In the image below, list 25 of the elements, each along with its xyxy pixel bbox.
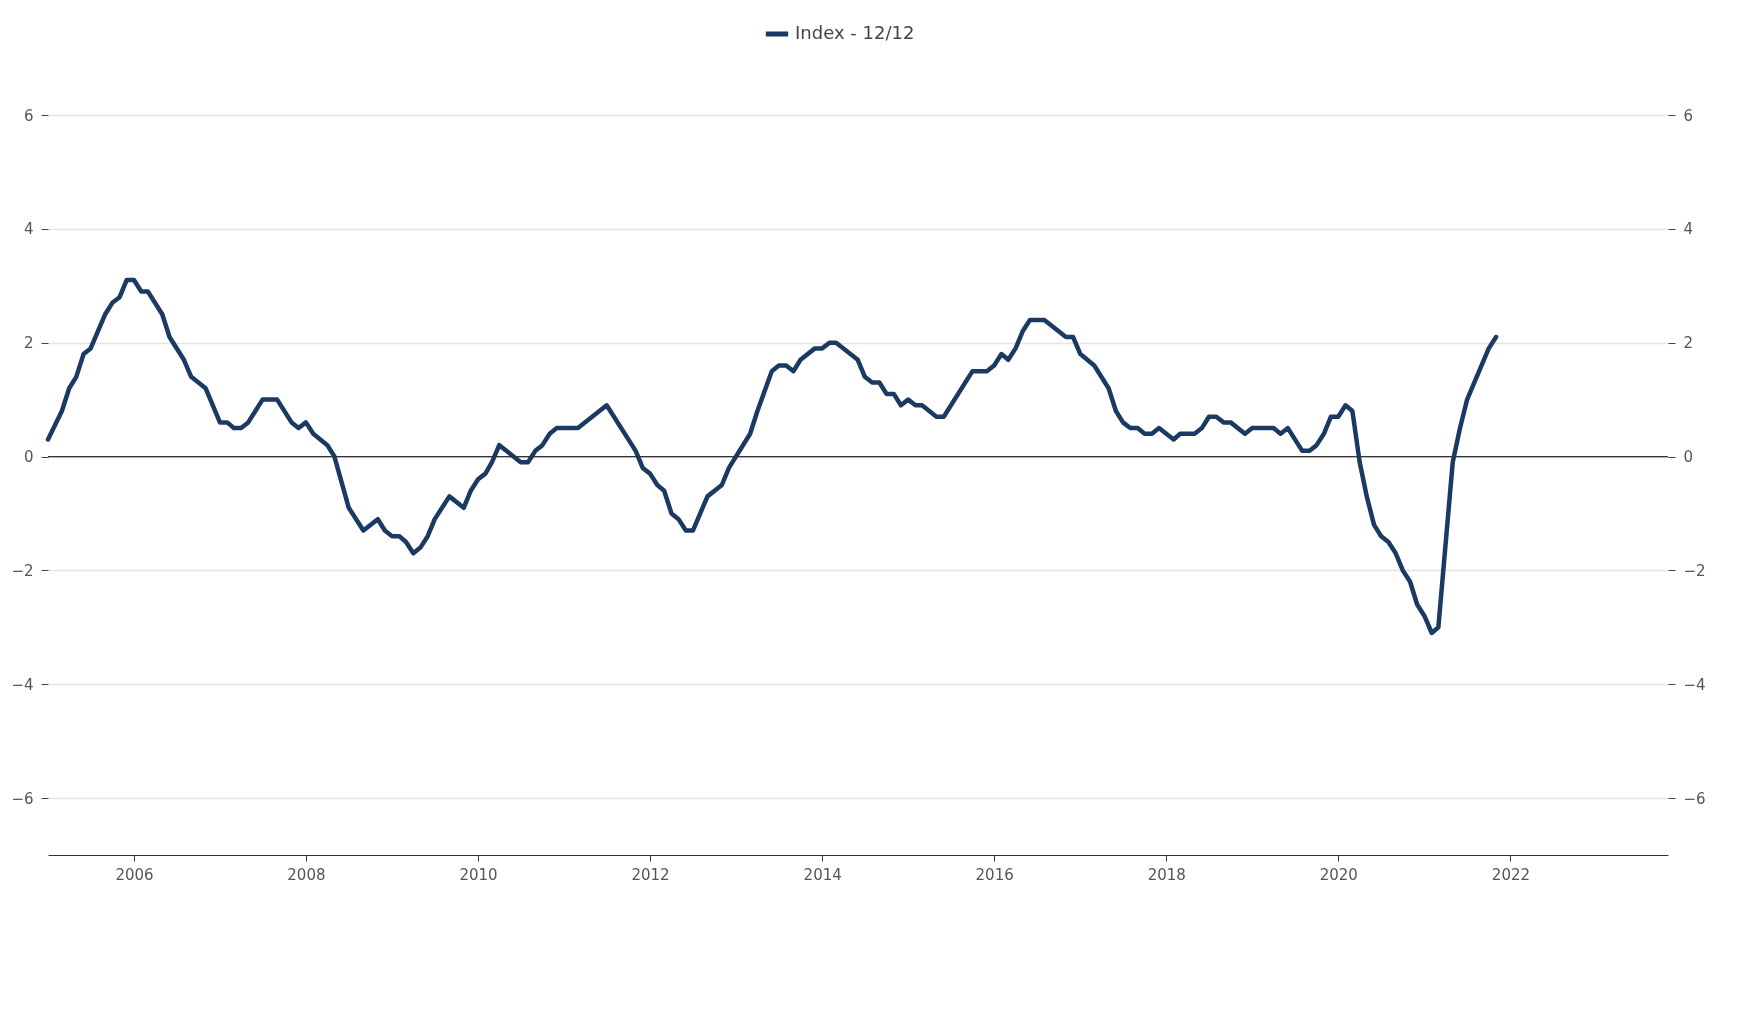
x-tick-label: 2018: [1147, 865, 1186, 884]
x-tick-label: 2006: [115, 865, 154, 884]
x-tick-label: 2016: [975, 865, 1014, 884]
y2-tick-label: −2: [1683, 561, 1706, 580]
x-tick-label: 2010: [459, 865, 498, 884]
x-tick-label: 2008: [287, 865, 326, 884]
line-series: [45, 277, 1499, 636]
y2-tick-label: −6: [1683, 789, 1706, 808]
y-tick-label: 4: [23, 220, 34, 239]
x-tick-label: 2022: [1491, 865, 1531, 884]
y2-tick-label: 6: [1683, 106, 1694, 125]
y-tick-label: 2: [23, 334, 34, 353]
y2-tick-label: −4: [1683, 675, 1706, 694]
y2-tick-label: 0: [1683, 448, 1694, 467]
y-tick-label: −2: [11, 561, 34, 580]
y-tick-label: −6: [11, 789, 34, 808]
y2-tick-label: 4: [1683, 220, 1694, 239]
legend-label: Index - 12/12: [795, 22, 915, 43]
y-tick-label: −4: [11, 675, 34, 694]
x-tick-label: 2020: [1319, 865, 1358, 884]
x-tick-label: 2014: [803, 865, 842, 884]
y2-tick-label: 2: [1683, 334, 1694, 353]
y-tick-label: 6: [23, 106, 34, 125]
x-tick-label: 2012: [631, 865, 670, 884]
y-tick-label: 0: [23, 448, 34, 467]
